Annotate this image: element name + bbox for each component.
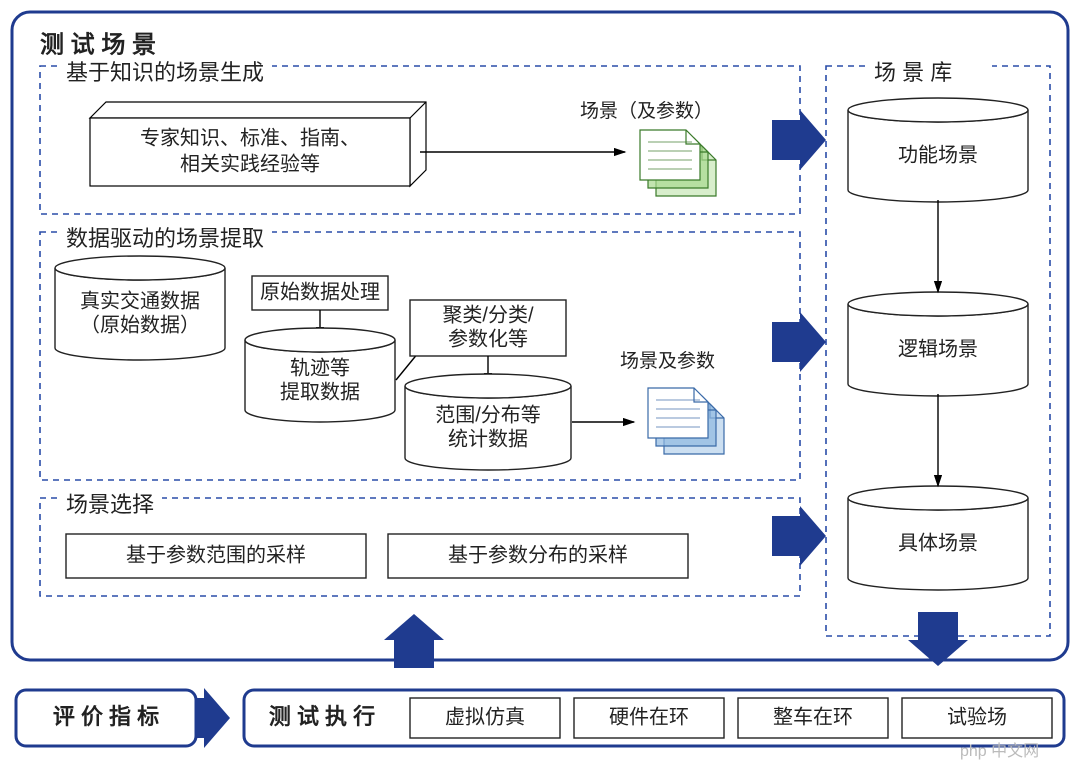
text-exec-title: 测 试 执 行 bbox=[269, 704, 375, 729]
bigarrow-to-func bbox=[772, 110, 826, 170]
box-cluster-text-1: 参数化等 bbox=[448, 327, 528, 350]
box-sample-dist-text-0: 基于参数分布的采样 bbox=[448, 543, 628, 566]
text-exec-item-3: 试验场 bbox=[947, 705, 1007, 728]
bigarrow-to-concrete bbox=[772, 506, 826, 566]
text-exec-item-1: 硬件在环 bbox=[609, 705, 689, 728]
main-title: 测 试 场 景 bbox=[40, 31, 156, 58]
booklet-expert-text-0: 专家知识、标准、指南、 bbox=[140, 126, 360, 149]
docs-green-sheet-0 bbox=[640, 130, 700, 180]
db-stat-text-0: 范围/分布等 bbox=[435, 403, 541, 426]
box-cluster-text-0: 聚类/分类/ bbox=[442, 303, 534, 326]
db-traj-top bbox=[245, 328, 395, 352]
title-select: 场景选择 bbox=[66, 492, 154, 517]
db-concrete-top bbox=[848, 486, 1028, 510]
title-knowledge: 基于知识的场景生成 bbox=[66, 60, 264, 85]
bigarrow-concrete-down bbox=[908, 612, 968, 666]
db-raw-text-1: （原始数据） bbox=[80, 313, 200, 336]
text-eval: 评 价 指 标 bbox=[53, 704, 159, 729]
box-sample-range-text-0: 基于参数范围的采样 bbox=[126, 543, 306, 566]
title-library: 场 景 库 bbox=[874, 60, 952, 85]
db-concrete-text-0: 具体场景 bbox=[898, 531, 978, 554]
db-stat-top bbox=[405, 374, 571, 398]
bigarrow-to-logic bbox=[772, 312, 826, 372]
booklet-expert-text-1: 相关实践经验等 bbox=[180, 152, 320, 175]
docs-blue-sheet-0 bbox=[648, 388, 708, 438]
watermark: php 中文网 bbox=[960, 742, 1039, 760]
title-datadriven: 数据驱动的场景提取 bbox=[66, 226, 264, 251]
text-exec-item-0: 虚拟仿真 bbox=[445, 705, 525, 728]
db-traj-text-1: 提取数据 bbox=[280, 380, 360, 403]
db-raw-text-0: 真实交通数据 bbox=[80, 289, 200, 312]
db-logic-text-0: 逻辑场景 bbox=[898, 337, 978, 360]
db-func-text-0: 功能场景 bbox=[898, 143, 978, 166]
text-exec-item-2: 整车在环 bbox=[773, 705, 853, 728]
db-raw-top bbox=[55, 256, 225, 280]
db-traj-text-0: 轨迹等 bbox=[290, 356, 350, 379]
label-docs-blue: 场景及参数 bbox=[620, 350, 715, 372]
db-stat-text-1: 统计数据 bbox=[448, 427, 528, 450]
db-func-top bbox=[848, 98, 1028, 122]
label-docs-green: 场景（及参数） bbox=[580, 100, 713, 122]
db-logic-top bbox=[848, 292, 1028, 316]
box-rawproc-text-0: 原始数据处理 bbox=[260, 280, 380, 303]
